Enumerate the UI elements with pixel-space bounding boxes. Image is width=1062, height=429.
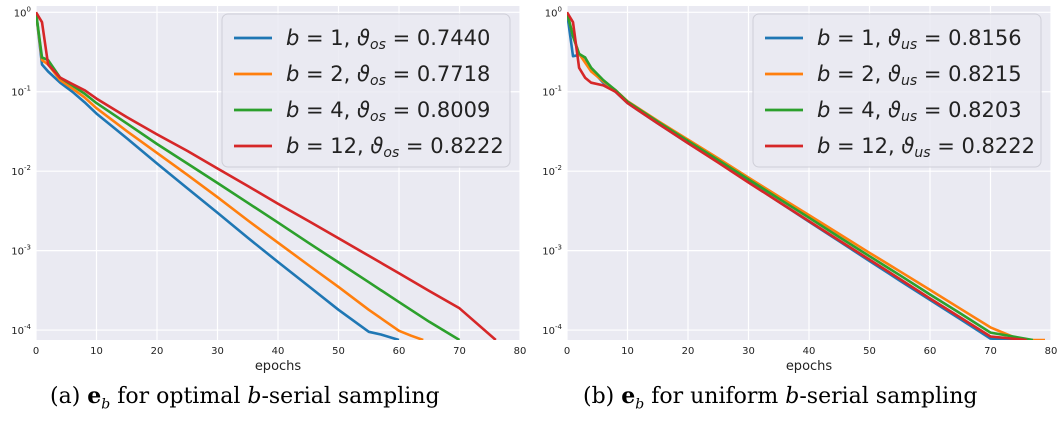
chart-a: 0 10 20 30 40 50 60 70 80 epochs 100 10-1 10-2 10-3 10… bbox=[11, 5, 527, 374]
chart-b-legend-label-0: b = 1, ϑus = 0.8156 bbox=[817, 26, 1022, 53]
chart-a-series-line-3 bbox=[36, 11, 497, 340]
chart-a-xtick-6: 60 bbox=[393, 346, 406, 357]
chart-a-ytick-4: 10-4 bbox=[11, 323, 31, 337]
chart-b-ytick-1: 10-1 bbox=[542, 85, 562, 99]
chart-a-series-line-1 bbox=[36, 12, 424, 340]
caption-b-subscript: b bbox=[635, 396, 645, 413]
chart-b-ytick-4: 10-4 bbox=[542, 323, 562, 337]
chart-b-legend-label-1: b = 2, ϑus = 0.8215 bbox=[817, 62, 1022, 89]
chart-a-ytick-2: 10-2 bbox=[11, 164, 31, 178]
chart-b-xlabel: epochs bbox=[786, 359, 833, 374]
chart-a-legend-label-3: b = 12, ϑos = 0.8222 bbox=[286, 134, 504, 161]
chart-a-legend-label-2: b = 4, ϑos = 0.8009 bbox=[286, 98, 490, 125]
chart-a-xtick-5: 50 bbox=[332, 346, 345, 357]
chart-b: 0 10 20 30 40 50 60 70 80 epochs 100 10-1 10-2 10-3 10… bbox=[542, 5, 1058, 374]
chart-a-series-line-0 bbox=[36, 12, 400, 340]
chart-a-xtick-8: 80 bbox=[514, 346, 527, 357]
chart-b-series-line-2 bbox=[567, 11, 1034, 340]
chart-a-legend-label-0: b = 1, ϑos = 0.7440 bbox=[286, 26, 490, 53]
chart-b-legend-label-3: b = 12, ϑus = 0.8222 bbox=[817, 134, 1035, 161]
chart-b-xtick-5: 50 bbox=[863, 346, 876, 357]
caption-a-subscript: b bbox=[101, 396, 111, 413]
chart-b-ytick-3: 10-3 bbox=[542, 244, 562, 258]
chart-a-xlabel: epochs bbox=[255, 359, 302, 374]
chart-a-xtick-2: 20 bbox=[151, 346, 164, 357]
chart-a-legend-label-1: b = 2, ϑos = 0.7718 bbox=[286, 62, 490, 89]
caption-b: (b) eb for uniform b-serial sampling bbox=[583, 383, 977, 412]
caption-a: (a) eb for optimal b-serial sampling bbox=[50, 383, 440, 412]
caption-b-text: for uniform bbox=[644, 384, 786, 409]
chart-a-xtick-3: 30 bbox=[211, 346, 224, 357]
caption-a-text: for optimal bbox=[110, 384, 248, 409]
caption-b-bvar: b bbox=[785, 384, 800, 409]
chart-a-ytick-3: 10-3 bbox=[11, 244, 31, 258]
caption-b-vector: e bbox=[621, 383, 636, 409]
chart-b-ytick-0: 100 bbox=[545, 5, 562, 19]
chart-a-series-group bbox=[36, 11, 497, 340]
chart-b-legend-box bbox=[752, 13, 1042, 168]
chart-a-ytick-1: 10-1 bbox=[11, 85, 31, 99]
chart-b-xtick-6: 60 bbox=[924, 346, 937, 357]
caption-a-vector: e bbox=[87, 383, 102, 409]
chart-b-xtick-1: 10 bbox=[621, 346, 634, 357]
chart-b-series-line-1 bbox=[567, 11, 1045, 340]
chart-b-series-line-3 bbox=[567, 11, 1027, 340]
chart-b-xtick-3: 30 bbox=[742, 346, 755, 357]
chart-a-ytick-0: 100 bbox=[14, 5, 31, 19]
chart-b-xtick-8: 80 bbox=[1045, 346, 1058, 357]
chart-b-legend-label-2: b = 4, ϑus = 0.8203 bbox=[817, 98, 1022, 125]
chart-a-xtick-0: 0 bbox=[33, 346, 39, 357]
chart-a-legend-box bbox=[221, 13, 511, 168]
caption-a-label: (a) bbox=[50, 384, 88, 409]
chart-a-xtick-4: 40 bbox=[272, 346, 285, 357]
chart-b-xtick-0: 0 bbox=[564, 346, 570, 357]
chart-b-series-group bbox=[567, 11, 1045, 340]
chart-b-xtick-2: 20 bbox=[682, 346, 695, 357]
chart-a-xtick-1: 10 bbox=[90, 346, 103, 357]
caption-b-rest: -serial sampling bbox=[799, 384, 978, 409]
caption-a-rest: -serial sampling bbox=[261, 384, 440, 409]
chart-b-xtick-4: 40 bbox=[803, 346, 816, 357]
chart-a-xtick-7: 70 bbox=[453, 346, 466, 357]
chart-b-ytick-2: 10-2 bbox=[542, 164, 562, 178]
chart-b-xtick-7: 70 bbox=[984, 346, 997, 357]
caption-b-label: (b) bbox=[583, 384, 622, 409]
caption-a-bvar: b bbox=[247, 384, 262, 409]
